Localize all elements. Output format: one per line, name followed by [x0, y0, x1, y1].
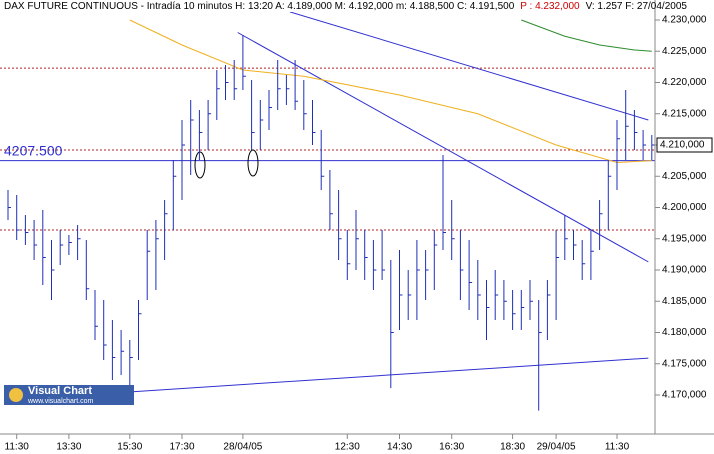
plot-area — [0, 12, 655, 411]
logo-icon — [9, 388, 23, 402]
y-tick-label: 4.220,000 — [662, 77, 707, 88]
x-tick-label: 11:30 — [5, 442, 30, 453]
logo: Visual Chart www.visualchart.com — [4, 385, 134, 405]
x-tick-label: 18:30 — [500, 442, 525, 453]
y-tick-label: 4.230,000 — [662, 15, 707, 26]
logo-box — [4, 385, 134, 405]
last-price-box — [656, 137, 713, 153]
header-highlight: P : 4.232,000 — [520, 1, 580, 12]
x-tick-label: 16:30 — [439, 442, 464, 453]
y-tick-label: 4.180,000 — [662, 327, 707, 338]
y-tick-label: 4.205,000 — [662, 171, 707, 182]
annotation-ellipse — [247, 149, 259, 177]
trendline — [289, 12, 649, 121]
logo-url: www.visualchart.com — [27, 398, 94, 405]
y-tick-label: 4.185,000 — [662, 296, 707, 307]
y-tick-label: 4.215,000 — [662, 108, 707, 119]
moving-average — [521, 19, 652, 52]
trendline — [237, 32, 649, 263]
y-tick-label: 4.195,000 — [662, 233, 707, 244]
y-tick-label: 4.175,000 — [662, 358, 707, 369]
logo-text: Visual Chart — [28, 385, 92, 397]
annotation-ellipse — [194, 151, 206, 179]
x-tick-label: 13:30 — [56, 442, 81, 453]
marker-label: 4207.500 — [4, 142, 63, 158]
moving-average — [129, 19, 652, 164]
x-tick-label: 15:30 — [117, 442, 142, 453]
header-tail: V: 1.257 F: 27/04/2005 — [586, 1, 688, 12]
x-tick-label: 17:30 — [169, 442, 194, 453]
last-price-label: 4.210,000 — [660, 140, 705, 151]
x-tick-label: 11:30 — [605, 442, 630, 453]
x-tick-label: 29/04/05 — [537, 442, 576, 453]
y-tick-label: 4.225,000 — [662, 46, 707, 57]
header: DAX FUTURE CONTINUOUS - Intradía 10 minu… — [4, 1, 687, 12]
y-tick-label: 4.190,000 — [662, 265, 707, 276]
header-text: DAX FUTURE CONTINUOUS - Intradía 10 minu… — [4, 1, 515, 12]
x-tick-label: 28/04/05 — [223, 442, 262, 453]
y-tick-label: 4.200,000 — [662, 202, 707, 213]
x-tick-label: 12:30 — [335, 442, 360, 453]
y-tick-label: 4.170,000 — [662, 390, 707, 401]
x-tick-label: 14:30 — [387, 442, 412, 453]
